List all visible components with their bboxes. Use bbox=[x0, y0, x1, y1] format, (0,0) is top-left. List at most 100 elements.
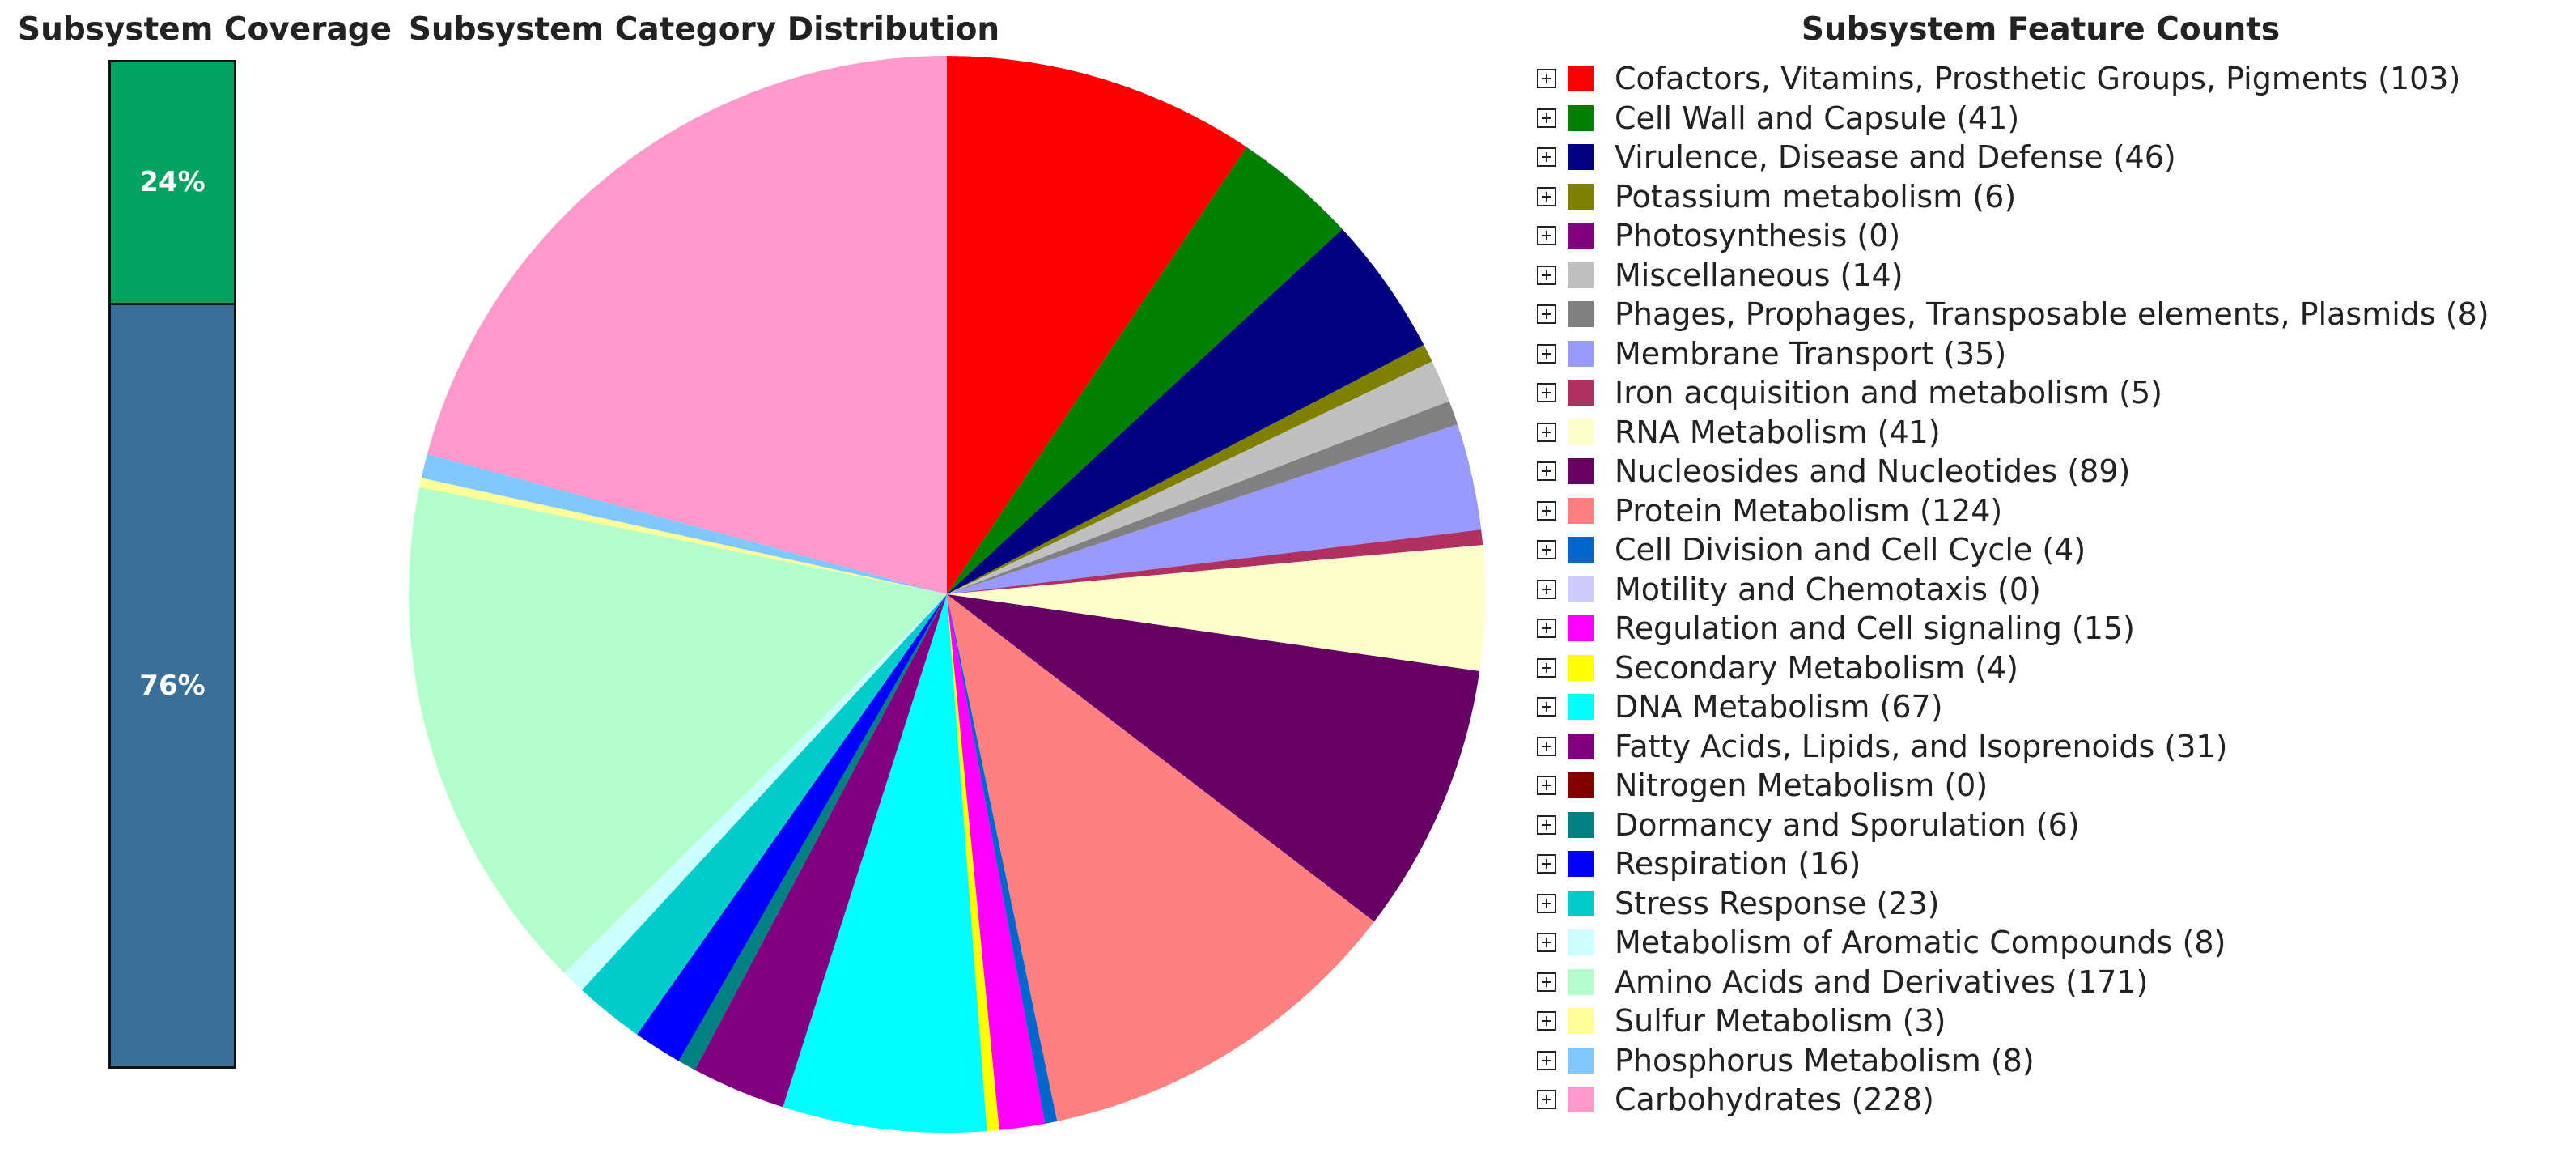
legend-item[interactable]: Amino Acids and Derivatives (171) bbox=[1534, 963, 2489, 1002]
expand-plus-icon[interactable] bbox=[1537, 1011, 1556, 1031]
legend-swatch bbox=[1568, 694, 1594, 721]
pie-slice[interactable] bbox=[421, 453, 947, 594]
legend-label: Respiration bbox=[1615, 846, 1789, 882]
pie-slice[interactable] bbox=[947, 594, 1374, 1121]
legend-item[interactable]: Fatty Acids, Lipids, and Isoprenoids (31… bbox=[1534, 727, 2489, 767]
pie-slice[interactable] bbox=[427, 56, 947, 594]
pie-slice[interactable] bbox=[947, 594, 1046, 1130]
pie-slice[interactable] bbox=[947, 594, 999, 1132]
pie-slice[interactable] bbox=[947, 361, 1449, 594]
pie-slice[interactable] bbox=[947, 147, 1343, 594]
legend-label: Carbohydrates bbox=[1615, 1082, 1842, 1118]
legend-item[interactable]: Dormancy and Sporulation (6) bbox=[1534, 806, 2489, 845]
legend-label: RNA Metabolism bbox=[1615, 414, 1868, 450]
legend-item[interactable]: Nitrogen Metabolism (0) bbox=[1534, 766, 2489, 806]
pie-slice[interactable] bbox=[947, 594, 1480, 922]
expand-plus-icon[interactable] bbox=[1537, 776, 1556, 796]
expand-plus-icon[interactable] bbox=[1537, 383, 1556, 403]
expand-plus-icon[interactable] bbox=[1537, 108, 1556, 128]
expand-plus-icon[interactable] bbox=[1537, 579, 1556, 599]
legend-count: 124 bbox=[1931, 492, 1991, 529]
legend-item[interactable]: Virulence, Disease and Defense (46) bbox=[1534, 138, 2489, 177]
pie-slice[interactable] bbox=[947, 424, 1482, 594]
pie-slice[interactable] bbox=[637, 594, 947, 1061]
pie-slice[interactable] bbox=[408, 487, 947, 973]
expand-plus-icon[interactable] bbox=[1537, 736, 1556, 756]
coverage-title: Subsystem Coverage bbox=[18, 11, 393, 48]
expand-plus-icon[interactable] bbox=[1537, 1090, 1556, 1110]
legend-item[interactable]: Stress Response (23) bbox=[1534, 884, 2489, 924]
expand-plus-icon[interactable] bbox=[1537, 814, 1556, 835]
pie-slice[interactable] bbox=[419, 478, 947, 594]
expand-plus-icon[interactable] bbox=[1537, 500, 1556, 521]
legend-swatch bbox=[1568, 576, 1594, 602]
pie-slice[interactable] bbox=[947, 529, 1483, 594]
pie-slice[interactable] bbox=[678, 594, 947, 1070]
expand-plus-icon[interactable] bbox=[1537, 461, 1556, 482]
legend-item[interactable]: Photosynthesis (0) bbox=[1534, 216, 2489, 256]
pie-slice[interactable] bbox=[694, 594, 947, 1108]
pie-slice[interactable] bbox=[947, 545, 1486, 671]
expand-plus-icon[interactable] bbox=[1537, 933, 1556, 953]
legend-item[interactable]: Cell Wall and Capsule (41) bbox=[1534, 99, 2489, 138]
expand-plus-icon[interactable] bbox=[1537, 304, 1556, 325]
legend-swatch bbox=[1568, 497, 1594, 524]
legend-item[interactable]: Respiration (16) bbox=[1534, 844, 2489, 884]
pie-slice[interactable] bbox=[947, 401, 1458, 594]
legend-swatch bbox=[1568, 1008, 1594, 1035]
legend-item[interactable]: Sulfur Metabolism (3) bbox=[1534, 1002, 2489, 1041]
pie-slice[interactable] bbox=[564, 594, 947, 990]
expand-plus-icon[interactable] bbox=[1537, 343, 1556, 364]
legend-item[interactable]: Potassium metabolism (6) bbox=[1534, 177, 2489, 217]
expand-plus-icon[interactable] bbox=[1537, 893, 1556, 913]
legend-label: Miscellaneous bbox=[1615, 257, 1831, 293]
legend-item[interactable]: Cell Division and Cell Cycle (4) bbox=[1534, 530, 2489, 570]
legend-count: 89 bbox=[2079, 453, 2119, 490]
expand-plus-icon[interactable] bbox=[1537, 186, 1556, 206]
legend-item[interactable]: Phages, Prophages, Transposable elements… bbox=[1534, 295, 2489, 334]
expand-plus-icon[interactable] bbox=[1537, 265, 1556, 285]
pie-slice[interactable] bbox=[582, 594, 947, 1035]
expand-plus-icon[interactable] bbox=[1537, 226, 1556, 246]
expand-plus-icon[interactable] bbox=[1537, 972, 1556, 992]
legend-swatch bbox=[1568, 654, 1594, 681]
pie-slice[interactable] bbox=[947, 229, 1424, 594]
pie-slice[interactable] bbox=[947, 594, 1058, 1124]
legend-item[interactable]: Iron acquisition and metabolism (5) bbox=[1534, 373, 2489, 413]
legend-item[interactable]: RNA Metabolism (41) bbox=[1534, 413, 2489, 453]
legend-item[interactable]: Carbohydrates (228) bbox=[1534, 1080, 2489, 1120]
pie-slice[interactable] bbox=[783, 594, 987, 1133]
legend-item[interactable]: Membrane Transport (35) bbox=[1534, 334, 2489, 374]
expand-plus-icon[interactable] bbox=[1537, 147, 1556, 168]
pie-slice[interactable] bbox=[947, 56, 1247, 594]
legend-item[interactable]: Miscellaneous (14) bbox=[1534, 256, 2489, 296]
expand-plus-icon[interactable] bbox=[1537, 657, 1556, 678]
legend-item[interactable]: Nucleosides and Nucleotides (89) bbox=[1534, 452, 2489, 491]
legend-count: 5 bbox=[2130, 375, 2151, 411]
legend-swatch bbox=[1568, 811, 1594, 838]
expand-plus-icon[interactable] bbox=[1537, 540, 1556, 560]
expand-plus-icon[interactable] bbox=[1537, 619, 1556, 639]
pie-slice[interactable] bbox=[947, 344, 1432, 594]
legend-label: Photosynthesis bbox=[1615, 218, 1848, 254]
legend-label: Iron acquisition and metabolism bbox=[1615, 375, 2110, 411]
expand-plus-icon[interactable] bbox=[1537, 1050, 1556, 1070]
legend-count: 8 bbox=[2194, 925, 2214, 961]
legend-count: 171 bbox=[2077, 963, 2137, 1000]
expand-plus-icon[interactable] bbox=[1537, 422, 1556, 442]
coverage-bar: 24% 76% bbox=[108, 60, 236, 1069]
legend-item[interactable]: Secondary Metabolism (4) bbox=[1534, 649, 2489, 688]
legend-item[interactable]: Phosphorus Metabolism (8) bbox=[1534, 1041, 2489, 1081]
expand-plus-icon[interactable] bbox=[1537, 854, 1556, 874]
legend-label: DNA Metabolism bbox=[1615, 689, 1870, 725]
legend-item[interactable]: Protein Metabolism (124) bbox=[1534, 491, 2489, 531]
legend-item[interactable]: Motility and Chemotaxis (0) bbox=[1534, 570, 2489, 610]
legend-item[interactable]: Cofactors, Vitamins, Prosthetic Groups, … bbox=[1534, 59, 2489, 99]
legend-count: 4 bbox=[1986, 649, 2007, 686]
expand-plus-icon[interactable] bbox=[1537, 69, 1556, 89]
expand-plus-icon[interactable] bbox=[1537, 697, 1556, 717]
legend-item[interactable]: DNA Metabolism (67) bbox=[1534, 687, 2489, 727]
legend-count: 16 bbox=[1810, 846, 1849, 882]
legend-item[interactable]: Regulation and Cell signaling (15) bbox=[1534, 609, 2489, 649]
legend-item[interactable]: Metabolism of Aromatic Compounds (8) bbox=[1534, 923, 2489, 963]
